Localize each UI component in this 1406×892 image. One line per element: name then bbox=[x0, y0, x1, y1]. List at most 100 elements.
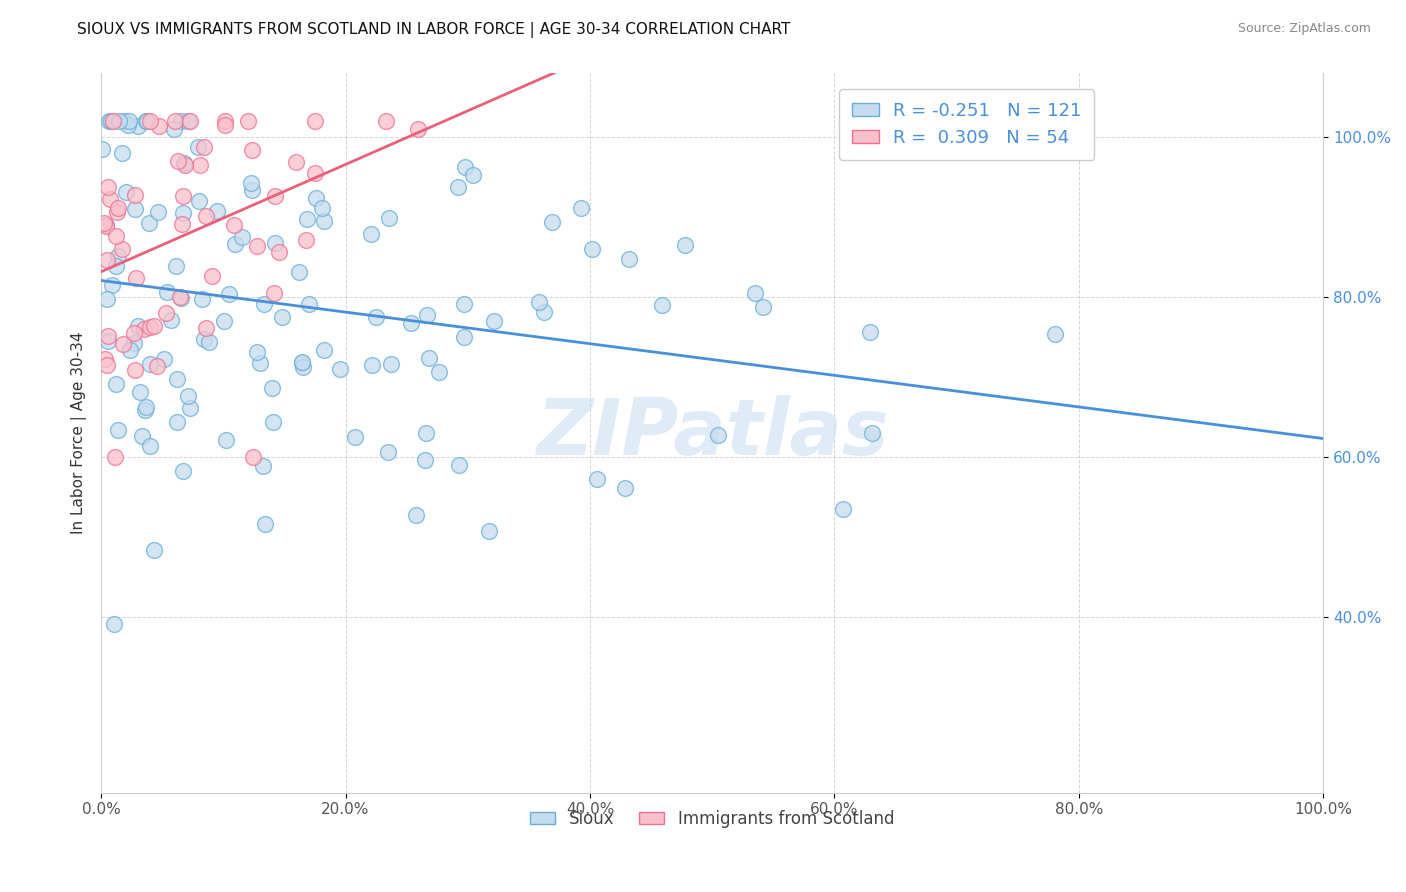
Point bbox=[165, 259, 187, 273]
Point bbox=[118, 343, 141, 358]
Point bbox=[104, 260, 127, 274]
Point bbox=[264, 189, 287, 203]
Point bbox=[173, 156, 195, 170]
Point bbox=[218, 287, 240, 301]
Point bbox=[453, 329, 475, 343]
Point bbox=[246, 345, 269, 359]
Point bbox=[378, 211, 401, 226]
Point bbox=[187, 194, 209, 208]
Point bbox=[453, 160, 475, 174]
Point bbox=[103, 114, 125, 128]
Point bbox=[581, 242, 603, 256]
Point bbox=[415, 308, 437, 322]
Point bbox=[104, 377, 127, 392]
Point bbox=[105, 228, 128, 243]
Point bbox=[176, 114, 198, 128]
Point bbox=[291, 356, 314, 370]
Point bbox=[111, 336, 134, 351]
Point bbox=[418, 351, 440, 365]
Point bbox=[194, 209, 217, 223]
Point bbox=[96, 219, 118, 233]
Point bbox=[651, 298, 673, 312]
Point bbox=[122, 326, 145, 341]
Point bbox=[179, 401, 201, 416]
Point bbox=[138, 114, 160, 128]
Point bbox=[188, 158, 211, 172]
Point bbox=[122, 336, 145, 351]
Point bbox=[112, 114, 135, 128]
Point bbox=[343, 430, 366, 444]
Point bbox=[146, 359, 169, 373]
Point bbox=[253, 516, 276, 531]
Point bbox=[252, 458, 274, 473]
Point bbox=[153, 351, 176, 366]
Point bbox=[585, 471, 607, 485]
Point bbox=[103, 616, 125, 631]
Point bbox=[93, 216, 115, 230]
Point bbox=[94, 352, 117, 367]
Point bbox=[163, 121, 186, 136]
Point bbox=[127, 119, 149, 133]
Point bbox=[287, 265, 309, 279]
Point bbox=[170, 114, 193, 128]
Point bbox=[176, 388, 198, 402]
Point bbox=[97, 180, 120, 194]
Point bbox=[527, 294, 550, 309]
Point bbox=[831, 502, 853, 516]
Point bbox=[253, 297, 276, 311]
Point bbox=[377, 445, 399, 459]
Point bbox=[117, 118, 139, 132]
Point bbox=[200, 269, 222, 284]
Point bbox=[97, 334, 120, 349]
Point bbox=[214, 434, 236, 448]
Point bbox=[193, 140, 215, 154]
Point bbox=[124, 202, 146, 217]
Point bbox=[292, 359, 315, 374]
Point bbox=[94, 219, 117, 233]
Point bbox=[111, 242, 134, 256]
Point bbox=[97, 329, 120, 343]
Point bbox=[1043, 326, 1066, 341]
Point bbox=[264, 236, 287, 251]
Point bbox=[374, 114, 396, 128]
Point bbox=[298, 297, 321, 311]
Point bbox=[312, 213, 335, 227]
Point bbox=[128, 385, 150, 400]
Point bbox=[97, 114, 120, 128]
Point bbox=[214, 118, 236, 132]
Point bbox=[165, 114, 187, 128]
Point bbox=[100, 114, 122, 128]
Point bbox=[240, 183, 263, 197]
Point bbox=[364, 310, 387, 324]
Point bbox=[207, 204, 229, 219]
Point bbox=[138, 216, 160, 230]
Point bbox=[262, 415, 284, 429]
Point bbox=[135, 114, 157, 128]
Point bbox=[304, 114, 326, 128]
Point bbox=[329, 362, 352, 376]
Point bbox=[172, 206, 194, 220]
Point bbox=[224, 218, 246, 232]
Point bbox=[170, 217, 193, 231]
Point bbox=[415, 452, 437, 467]
Point bbox=[148, 119, 170, 133]
Point bbox=[100, 278, 122, 293]
Point bbox=[405, 508, 427, 522]
Point bbox=[569, 202, 592, 216]
Point bbox=[311, 201, 333, 215]
Point bbox=[198, 334, 221, 349]
Point bbox=[115, 185, 138, 199]
Point bbox=[159, 313, 181, 327]
Point bbox=[304, 166, 326, 180]
Point bbox=[172, 464, 194, 478]
Text: ZIPatlas: ZIPatlas bbox=[536, 395, 889, 471]
Point bbox=[91, 142, 114, 156]
Point bbox=[614, 482, 637, 496]
Point bbox=[172, 189, 194, 203]
Point bbox=[673, 238, 696, 252]
Point bbox=[134, 403, 156, 417]
Point bbox=[174, 158, 197, 172]
Point bbox=[96, 252, 118, 267]
Point bbox=[482, 314, 505, 328]
Point bbox=[619, 252, 641, 267]
